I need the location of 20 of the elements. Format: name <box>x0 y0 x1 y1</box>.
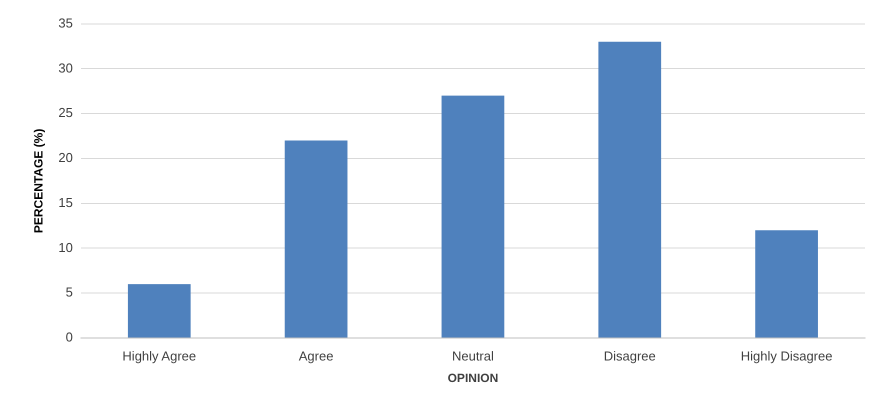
x-tick-label: Disagree <box>604 348 656 364</box>
bar <box>755 230 818 338</box>
y-tick-label: 30 <box>58 60 73 76</box>
y-axis-title: PERCENTAGE (%) <box>32 128 46 234</box>
bar <box>442 96 504 338</box>
x-axis-title: OPINION <box>448 371 498 386</box>
y-tick-label: 20 <box>58 150 73 166</box>
y-tick-label: 15 <box>58 194 73 210</box>
y-tick-label: 25 <box>58 105 73 120</box>
y-tick-label: 0 <box>66 330 73 345</box>
x-tick-label: Highly Agree <box>122 348 196 364</box>
x-tick-label: Neutral <box>452 348 494 364</box>
x-tick-label: Highly Disagree <box>740 348 832 364</box>
y-tick-label: 10 <box>58 240 73 255</box>
bar <box>128 284 191 338</box>
x-tick-label: Agree <box>298 348 334 364</box>
bar <box>598 42 662 338</box>
y-tick-label: 35 <box>58 15 73 30</box>
bar <box>284 140 348 338</box>
y-tick-label: 5 <box>66 284 73 300</box>
